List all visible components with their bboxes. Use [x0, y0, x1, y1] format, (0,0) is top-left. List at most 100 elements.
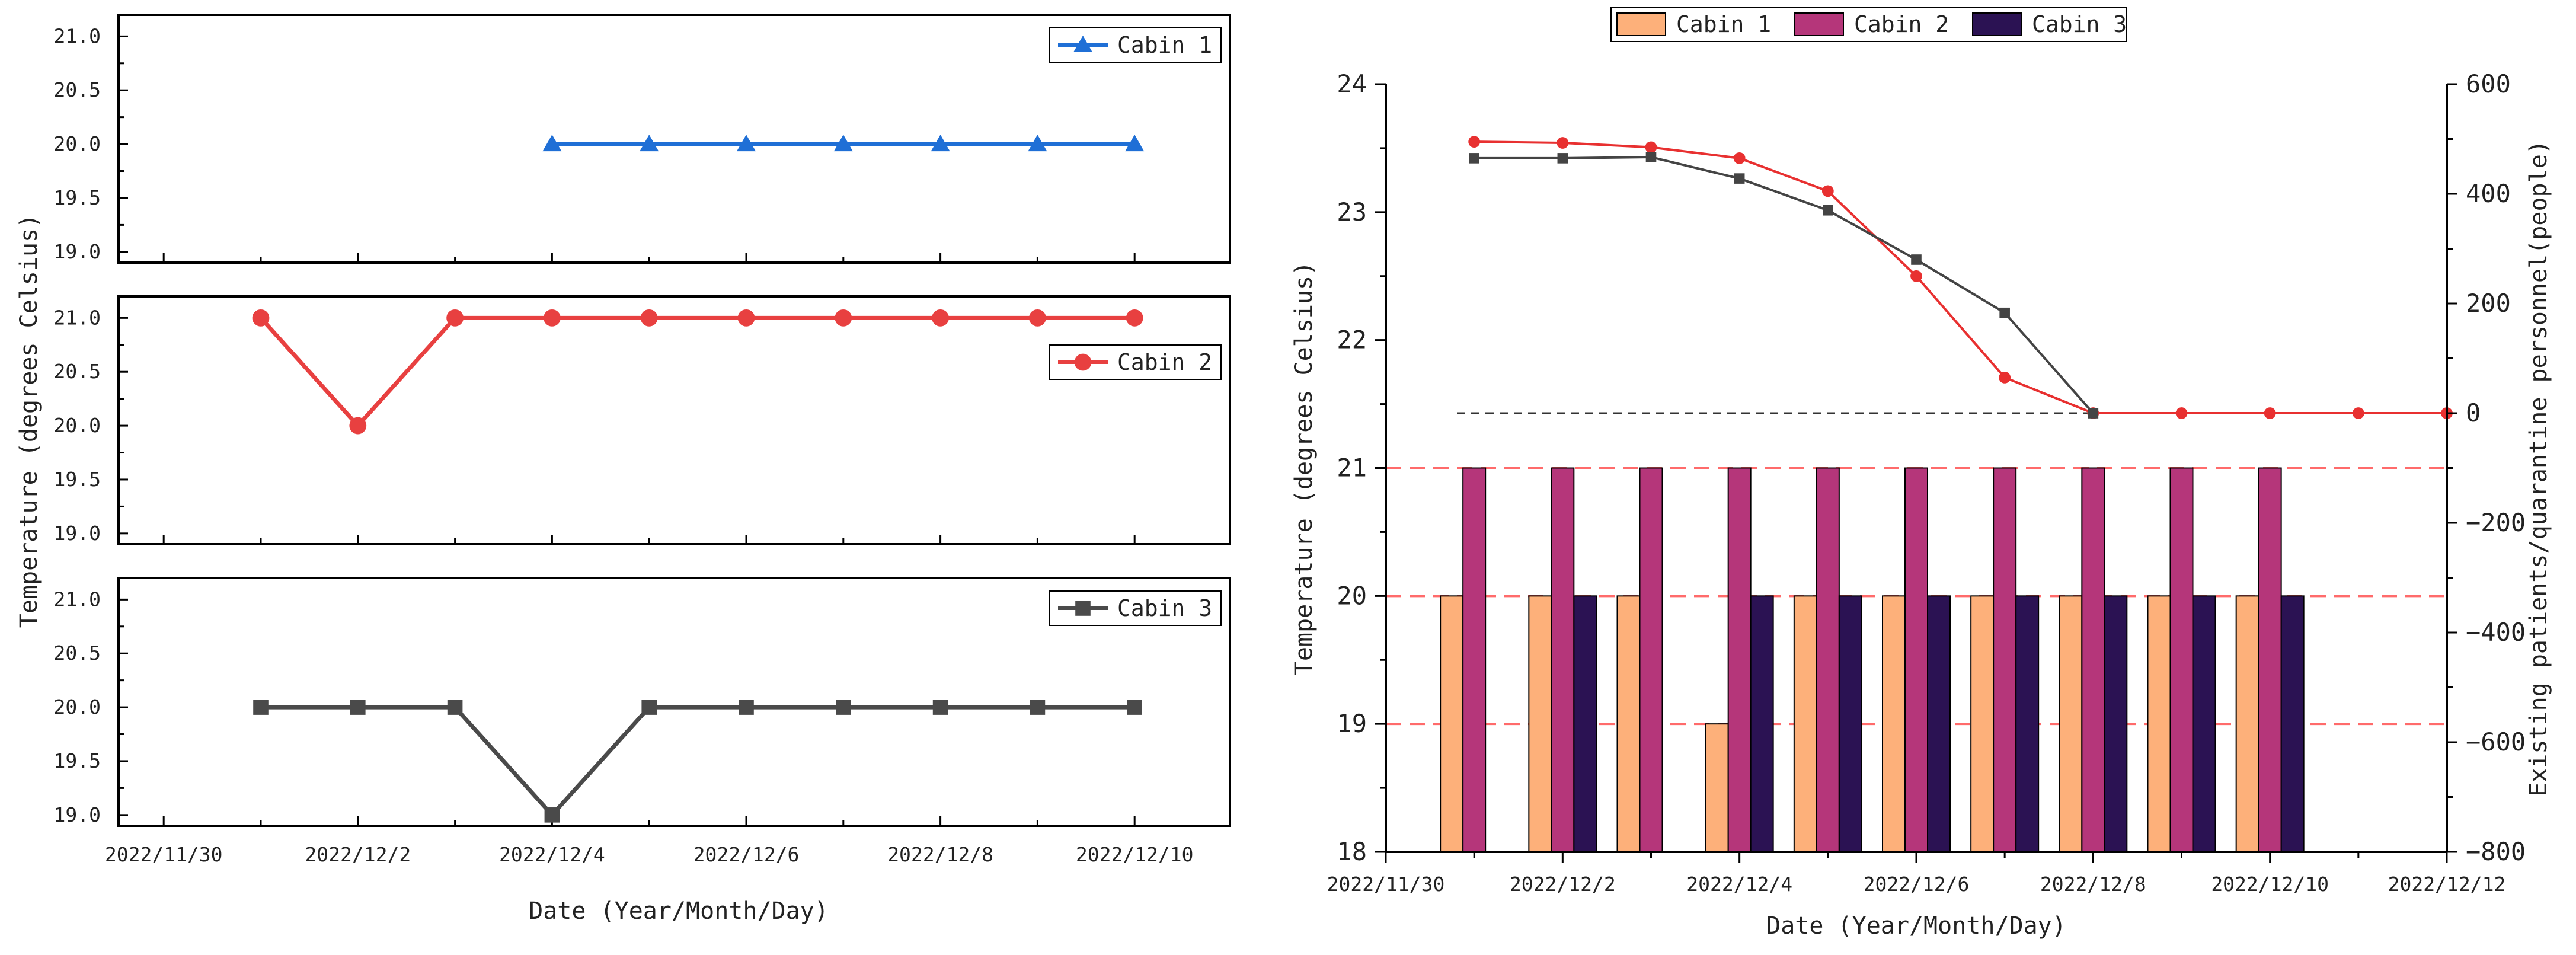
bar: [1993, 467, 2017, 852]
legend-label: Cabin 2: [1854, 11, 1949, 37]
data-point: [1645, 141, 1657, 154]
y2-tick-label: −400: [2466, 618, 2526, 647]
legend-label: Cabin 1: [1117, 32, 1212, 58]
x-tick-label: 2022/12/8: [887, 843, 993, 866]
bar: [1551, 467, 1575, 852]
data-point: [931, 135, 950, 152]
data-point: [1557, 137, 1569, 149]
data-point: [1999, 371, 2011, 384]
bar: [1440, 595, 1464, 852]
bar: [1927, 595, 1951, 852]
bar: [2258, 467, 2282, 852]
legend-swatch: [1972, 12, 2022, 36]
legend-marker: [1075, 601, 1091, 616]
y-tick-label: 19.5: [54, 468, 101, 491]
x-tick-label: 2022/12/2: [305, 843, 411, 866]
y-tick-label: 19.5: [54, 749, 101, 772]
data-point: [2264, 407, 2276, 419]
data-point: [737, 309, 755, 327]
data-point: [1911, 254, 1922, 265]
y-axis-title: Temperature (degrees Celsius): [1290, 261, 1318, 675]
data-point: [932, 700, 948, 715]
series-line: [261, 705, 1135, 819]
bar: [1838, 595, 1862, 852]
data-point: [1125, 135, 1145, 152]
data-point: [1028, 135, 1047, 152]
y2-tick-label: −800: [2466, 837, 2526, 866]
y2-tick-label: 200: [2466, 289, 2511, 318]
data-point: [2088, 408, 2099, 419]
x-tick-label: 2022/12/8: [2040, 873, 2146, 896]
data-point: [1127, 700, 1142, 715]
y-tick-label: 21: [1337, 453, 1367, 483]
bar: [1793, 595, 1817, 852]
y-tick-label: 19: [1337, 709, 1367, 738]
y2-tick-label: 400: [2466, 179, 2511, 208]
x-tick-label: 2022/12/4: [1686, 873, 1792, 896]
data-point: [1468, 136, 1481, 148]
data-point: [641, 700, 657, 715]
x-tick-label: 2022/12/10: [1076, 843, 1194, 866]
bar: [1573, 595, 1597, 852]
y2-tick-label: −200: [2466, 508, 2526, 537]
data-point: [544, 807, 560, 823]
legend-box: [1610, 7, 2127, 42]
y-tick-label: 21.0: [54, 24, 101, 47]
y-tick-label: 20.5: [54, 78, 101, 101]
legend-marker: [1073, 36, 1092, 52]
x-axis-title: Date (Year/Month/Day): [529, 897, 829, 925]
legend-swatch: [1794, 12, 1844, 36]
data-point: [737, 135, 756, 152]
data-point: [1029, 309, 1046, 327]
data-point: [350, 700, 366, 715]
bar: [2280, 595, 2305, 852]
bar: [2015, 595, 2040, 852]
panel-frame: [117, 577, 1231, 827]
bar: [1904, 467, 1928, 852]
legend-label: Cabin 1: [1676, 11, 1771, 37]
y-tick-label: 20.5: [54, 360, 101, 383]
bar: [2169, 467, 2194, 852]
y-tick-label: 21.0: [54, 587, 101, 611]
y-tick-label: 19.5: [54, 186, 101, 209]
y2-tick-label: 0: [2466, 398, 2481, 427]
bar: [2147, 595, 2171, 852]
data-point: [640, 309, 658, 327]
bar: [1705, 723, 1729, 852]
data-point: [252, 309, 270, 327]
y-tick-label: 20: [1337, 581, 1367, 610]
data-point: [1821, 185, 1834, 197]
data-point: [932, 309, 949, 327]
y-axis-title: Temperature (degrees Celsius): [15, 214, 43, 628]
bar: [1727, 467, 1752, 852]
data-point: [2352, 407, 2364, 419]
panel-frame: [117, 295, 1231, 545]
data-point: [1126, 309, 1143, 327]
data-point: [835, 309, 852, 327]
data-point: [1557, 153, 1568, 164]
bar: [1750, 595, 1774, 852]
bar: [2104, 595, 2128, 852]
bar: [2081, 467, 2105, 852]
bar: [1970, 595, 1995, 852]
y-tick-label: 19.0: [54, 522, 101, 545]
series-line: [1474, 156, 2094, 414]
data-point: [542, 135, 562, 152]
x-tick-label: 2022/12/2: [1510, 873, 1616, 896]
x-tick-label: 2022/12/6: [1864, 873, 1970, 896]
data-point: [1733, 152, 1746, 164]
bar: [1639, 467, 1663, 852]
x-tick-label: 2022/12/12: [2388, 873, 2506, 896]
x-tick-label: 2022/12/6: [693, 843, 800, 866]
data-point: [1469, 153, 1479, 164]
y2-axis-title: Existing patients/quarantine personnel(p…: [2525, 140, 2552, 797]
y-tick-label: 20.0: [54, 132, 101, 155]
data-point: [1823, 205, 1833, 216]
data-point: [544, 309, 561, 327]
y-tick-label: 20.5: [54, 641, 101, 665]
y-tick-label: 20.0: [54, 414, 101, 437]
y-tick-label: 24: [1337, 69, 1367, 98]
y2-tick-label: −600: [2466, 727, 2526, 756]
y-tick-label: 21.0: [54, 306, 101, 329]
bar: [1816, 467, 1840, 852]
